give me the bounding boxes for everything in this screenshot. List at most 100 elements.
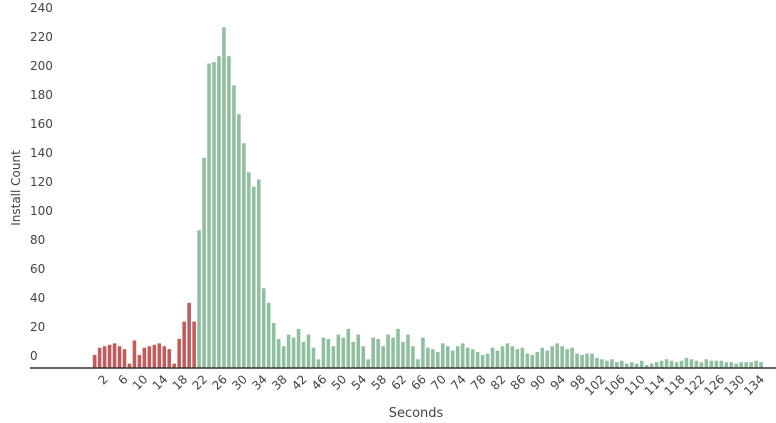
bar [475, 352, 480, 368]
bar [575, 353, 579, 368]
bar [535, 352, 540, 368]
bar [326, 339, 331, 368]
x-tick-label: 86 [508, 372, 529, 393]
bar [252, 186, 256, 368]
bar [381, 346, 385, 368]
bar [177, 339, 181, 368]
y-tick-label: 120 [30, 175, 53, 189]
bar [455, 346, 460, 368]
bar [227, 56, 231, 368]
bar [460, 343, 465, 368]
bar [296, 328, 301, 368]
x-tick-label: 94 [548, 372, 569, 393]
bar [152, 344, 157, 368]
bar [729, 362, 734, 368]
x-tick-label: 58 [369, 372, 390, 393]
bar [366, 359, 370, 368]
bar [664, 359, 669, 368]
bar [649, 363, 654, 368]
y-tick-label: 100 [30, 204, 53, 218]
bar [351, 341, 356, 368]
bar [137, 354, 142, 368]
bar [197, 230, 201, 368]
bar [654, 362, 659, 368]
x-tick-label: 66 [408, 372, 429, 393]
bar [301, 341, 306, 368]
bar [470, 349, 475, 368]
bar [202, 157, 206, 368]
bar [261, 288, 266, 368]
bar [570, 347, 574, 368]
x-tick-label: 78 [468, 372, 489, 393]
bar [694, 360, 699, 368]
y-tick-label: 60 [30, 262, 45, 276]
bar [112, 343, 117, 368]
bar [739, 362, 743, 368]
bar [505, 343, 510, 368]
bar [426, 347, 430, 368]
x-axis-label: Seconds [389, 406, 444, 421]
bar [436, 352, 440, 368]
bar [759, 362, 763, 368]
bar [495, 350, 500, 368]
bar [132, 340, 137, 368]
bar [585, 353, 589, 368]
bar [560, 346, 564, 368]
x-tick-label: 30 [229, 372, 250, 393]
bar [172, 363, 177, 368]
bar [440, 343, 445, 368]
x-tick-label: 90 [528, 372, 549, 393]
y-tick-label: 220 [30, 30, 53, 44]
x-tick-label: 2 [95, 372, 110, 387]
bar [610, 359, 614, 368]
x-tick-label: 38 [269, 372, 290, 393]
bar [207, 63, 211, 368]
bar [699, 362, 704, 368]
bar [147, 346, 152, 368]
x-tick-label: 26 [209, 372, 230, 393]
bar [311, 347, 316, 368]
bar [520, 347, 525, 368]
x-tick-label: 54 [349, 372, 370, 393]
bar [416, 359, 420, 368]
bar [237, 114, 241, 368]
bar [450, 350, 455, 368]
x-tick-label: 74 [448, 372, 469, 393]
bar [122, 349, 127, 368]
x-tick-label: 82 [488, 372, 509, 393]
bar [97, 347, 102, 368]
bar [754, 360, 758, 368]
bar [281, 346, 286, 368]
x-tick-label: 34 [249, 372, 270, 393]
bar [714, 360, 719, 368]
bar [306, 334, 311, 368]
bar [212, 62, 216, 369]
x-tick-label: 6 [115, 372, 130, 387]
x-tick-label: 42 [289, 372, 310, 393]
bar [247, 172, 251, 368]
bar [704, 359, 709, 368]
bar [525, 353, 530, 368]
x-tick-label: 22 [189, 372, 210, 393]
bar [605, 360, 609, 368]
y-tick-label: 40 [30, 291, 45, 305]
bar [117, 346, 122, 368]
bar [749, 362, 753, 368]
bar [371, 337, 375, 368]
bar [92, 354, 97, 368]
bar [271, 323, 276, 368]
bar [331, 346, 336, 368]
bar [316, 359, 321, 368]
bar [620, 360, 624, 368]
bar [346, 328, 351, 368]
x-tick-label: 14 [150, 372, 171, 393]
bar [406, 334, 410, 368]
x-tick-label: 134 [741, 372, 767, 398]
bar [565, 349, 569, 368]
bar [286, 334, 291, 368]
bar [540, 347, 545, 368]
bar [709, 360, 714, 368]
bar [600, 359, 604, 368]
bar [629, 362, 634, 368]
